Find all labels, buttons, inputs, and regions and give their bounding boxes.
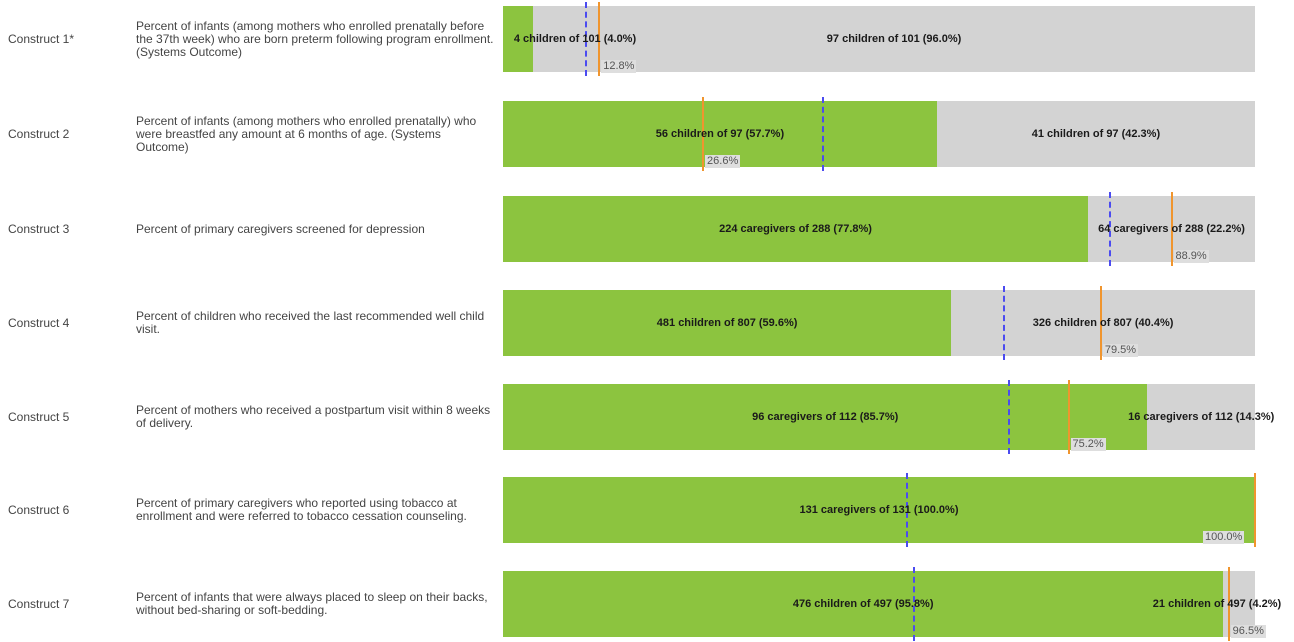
construct-description: Percent of mothers who received a postpa…: [136, 403, 491, 430]
blue-dashed-marker: [1008, 380, 1011, 454]
chart-row: Construct 4 Percent of children who recei…: [0, 286, 1294, 360]
orange-target-marker: [1067, 380, 1070, 454]
not-met-segment-label: 326 children of 807 (40.4%): [1032, 317, 1174, 329]
bar-area: 481 children of 807 (59.6%) 326 children …: [503, 286, 1255, 360]
construct-label: Construct 3: [8, 222, 70, 236]
construct-description: Percent of primary caregivers who report…: [136, 496, 467, 523]
bar-area: 131 caregivers of 131 (100.0%) 100.0%: [503, 473, 1256, 547]
orange-marker-value: 79.5%: [1102, 344, 1139, 357]
not-met-segment-label: 64 caregivers of 288 (22.2%): [1098, 223, 1245, 235]
orange-marker-value: 100.0%: [1203, 531, 1245, 544]
construct-label: Construct 5: [8, 410, 70, 424]
bar-area: 4 children of 101 (4.0%) 97 children of 1…: [503, 2, 1255, 76]
chart-row: Construct 3 Percent of primary caregivers…: [0, 192, 1294, 266]
bar-area: 96 caregivers of 112 (85.7%) 16 caregiver…: [503, 380, 1274, 454]
orange-marker-value: 12.8%: [601, 60, 637, 73]
orange-marker-value: 26.6%: [705, 155, 741, 168]
bar-area: 224 caregivers of 288 (77.8%) 64 caregive…: [503, 192, 1255, 266]
blue-dashed-marker: [905, 473, 908, 547]
met-bar-segment: [503, 290, 952, 356]
met-segment-label: 224 caregivers of 288 (77.8%): [719, 223, 872, 235]
blue-dashed-marker: [1108, 192, 1111, 266]
met-segment-label: 96 caregivers of 112 (85.7%): [752, 411, 899, 423]
construct-label: Construct 4: [8, 316, 70, 330]
blue-dashed-marker: [1002, 286, 1005, 360]
met-bar-segment: [503, 6, 534, 72]
bar-area: 56 children of 97 (57.7%) 41 children of …: [503, 97, 1255, 171]
construct-label: Construct 6: [8, 503, 70, 517]
blue-dashed-marker: [584, 2, 587, 76]
not-met-segment-label: 41 children of 97 (42.3%): [1031, 128, 1161, 140]
construct-description: Percent of infants (among mothers who en…: [136, 113, 477, 154]
orange-marker-value: 88.9%: [1173, 250, 1209, 263]
orange-target-marker: [1170, 192, 1173, 266]
construct-description: Percent of infants (among mothers who en…: [136, 18, 494, 59]
met-bar-segment: [503, 384, 1148, 450]
chart-row: Construct 7 Percent of infants that were …: [0, 567, 1294, 641]
chart-row: Construct 5 Percent of mothers who receiv…: [0, 380, 1294, 454]
met-segment-label: 56 children of 97 (57.7%): [655, 128, 785, 140]
orange-target-marker: [702, 97, 705, 171]
chart-row: Construct 2 Percent of infants (among mot…: [0, 97, 1294, 171]
met-bar-segment: [503, 196, 1089, 262]
orange-marker-value: 96.5%: [1230, 625, 1266, 638]
not-met-segment-label: 16 caregivers of 112 (14.3%): [1128, 411, 1275, 423]
not-met-bar-segment: [1147, 384, 1255, 450]
construct-label: Construct 7: [8, 597, 70, 611]
met-segment-label: 476 children of 497 (95.8%): [792, 598, 934, 610]
not-met-bar-segment: [533, 6, 1255, 72]
met-segment-label: 481 children of 807 (59.6%): [656, 317, 798, 329]
construct-label: Construct 2: [8, 127, 70, 141]
met-segment-label: 131 caregivers of 131 (100.0%): [799, 504, 959, 516]
chart-row: Construct 1* Percent of infants (among mo…: [0, 2, 1294, 76]
met-segment-label: 4 children of 101 (4.0%): [513, 33, 637, 45]
blue-dashed-marker: [912, 567, 915, 641]
orange-target-marker: [1254, 473, 1256, 547]
met-bar-segment: [503, 571, 1224, 637]
orange-target-marker: [1227, 567, 1230, 641]
not-met-bar-segment: [936, 101, 1255, 167]
not-met-segment-label: 97 children of 101 (96.0%): [826, 33, 962, 45]
chart-row: Construct 6 Percent of primary caregivers…: [0, 473, 1294, 547]
not-met-segment-label: 21 children of 497 (4.2%): [1152, 598, 1282, 610]
orange-target-marker: [1099, 286, 1102, 360]
construct-label: Construct 1*: [8, 32, 75, 46]
construct-description: Percent of primary caregivers screened f…: [136, 221, 425, 236]
orange-marker-value: 75.2%: [1070, 438, 1106, 451]
construct-description: Percent of infants that were always plac…: [136, 590, 488, 617]
bar-area: 476 children of 497 (95.8%) 21 children o…: [503, 567, 1281, 641]
orange-target-marker: [598, 2, 601, 76]
blue-dashed-marker: [821, 97, 824, 171]
construct-description: Percent of children who received the las…: [136, 309, 485, 336]
met-bar-segment: [503, 477, 1255, 543]
